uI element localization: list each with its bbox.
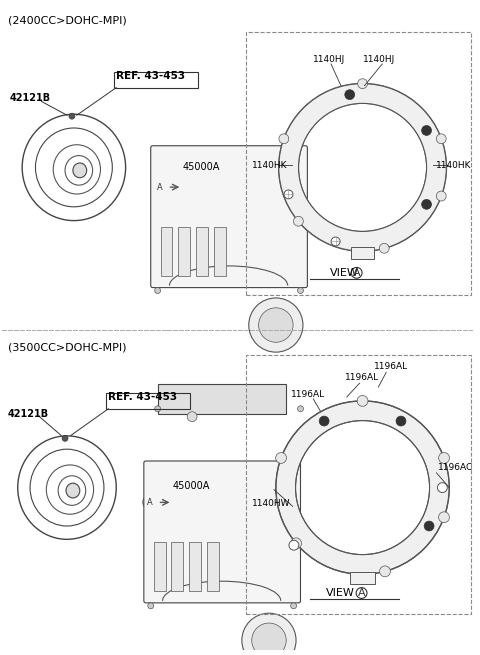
Text: 1140HK: 1140HK xyxy=(436,161,472,170)
Bar xyxy=(246,354,471,614)
Bar xyxy=(179,227,190,276)
Circle shape xyxy=(293,216,303,226)
Text: 1140HJ: 1140HJ xyxy=(313,54,346,64)
Text: 45000A: 45000A xyxy=(172,481,210,491)
Text: A: A xyxy=(157,183,162,192)
Circle shape xyxy=(291,538,301,549)
Circle shape xyxy=(424,521,434,531)
Bar xyxy=(107,393,190,409)
Text: 1140HJ: 1140HJ xyxy=(362,54,395,64)
Bar xyxy=(189,542,201,591)
Circle shape xyxy=(187,412,197,422)
Bar xyxy=(171,542,183,591)
Circle shape xyxy=(358,79,368,88)
Circle shape xyxy=(439,453,449,463)
Circle shape xyxy=(276,453,287,463)
Circle shape xyxy=(148,603,154,608)
Circle shape xyxy=(421,199,432,210)
Ellipse shape xyxy=(259,308,293,343)
Bar xyxy=(246,33,471,295)
Text: 1196AC: 1196AC xyxy=(438,463,474,472)
Text: 1196AL: 1196AL xyxy=(374,362,408,371)
Bar xyxy=(196,227,208,276)
Circle shape xyxy=(437,483,447,493)
Text: 1140HW: 1140HW xyxy=(252,499,291,508)
Bar xyxy=(350,572,375,584)
Text: (2400CC>DOHC-MPI): (2400CC>DOHC-MPI) xyxy=(8,16,127,26)
Circle shape xyxy=(284,190,293,199)
Bar xyxy=(114,72,198,88)
Circle shape xyxy=(439,512,449,523)
Bar xyxy=(157,384,286,414)
Circle shape xyxy=(421,126,432,136)
Ellipse shape xyxy=(252,623,286,655)
Ellipse shape xyxy=(66,483,80,498)
Circle shape xyxy=(290,603,297,608)
Bar xyxy=(214,227,226,276)
Text: A: A xyxy=(147,498,153,507)
Circle shape xyxy=(298,288,303,293)
Circle shape xyxy=(436,134,446,143)
Bar xyxy=(207,542,219,591)
Text: VIEW: VIEW xyxy=(325,588,354,598)
Circle shape xyxy=(289,540,299,550)
Text: (3500CC>DOHC-MPI): (3500CC>DOHC-MPI) xyxy=(8,343,126,352)
Bar xyxy=(161,227,172,276)
Circle shape xyxy=(319,416,329,426)
Text: 1140HK: 1140HK xyxy=(252,161,288,170)
Circle shape xyxy=(331,237,340,246)
Ellipse shape xyxy=(242,613,296,655)
FancyBboxPatch shape xyxy=(144,461,300,603)
Circle shape xyxy=(380,566,390,577)
Circle shape xyxy=(396,416,406,426)
Circle shape xyxy=(155,288,161,293)
Bar xyxy=(154,542,166,591)
Text: 45000A: 45000A xyxy=(182,162,220,172)
Circle shape xyxy=(357,396,368,406)
Circle shape xyxy=(62,436,68,441)
Text: 1196AL: 1196AL xyxy=(345,373,379,382)
Circle shape xyxy=(379,244,389,253)
Circle shape xyxy=(279,134,289,143)
Text: 42121B: 42121B xyxy=(10,94,51,103)
Ellipse shape xyxy=(73,163,87,178)
Text: 1196AL: 1196AL xyxy=(290,390,325,398)
Text: VIEW: VIEW xyxy=(330,268,359,278)
FancyBboxPatch shape xyxy=(151,145,307,288)
Text: A: A xyxy=(358,588,365,598)
Circle shape xyxy=(298,406,303,412)
Text: 42121B: 42121B xyxy=(8,409,49,419)
Circle shape xyxy=(155,406,161,412)
Text: REF. 43-453: REF. 43-453 xyxy=(116,71,185,81)
Text: REF. 43-453: REF. 43-453 xyxy=(108,392,178,402)
Circle shape xyxy=(436,191,446,201)
Bar xyxy=(351,247,374,259)
Circle shape xyxy=(345,90,355,100)
Ellipse shape xyxy=(249,298,303,352)
Circle shape xyxy=(69,113,75,119)
Text: A: A xyxy=(353,268,360,278)
